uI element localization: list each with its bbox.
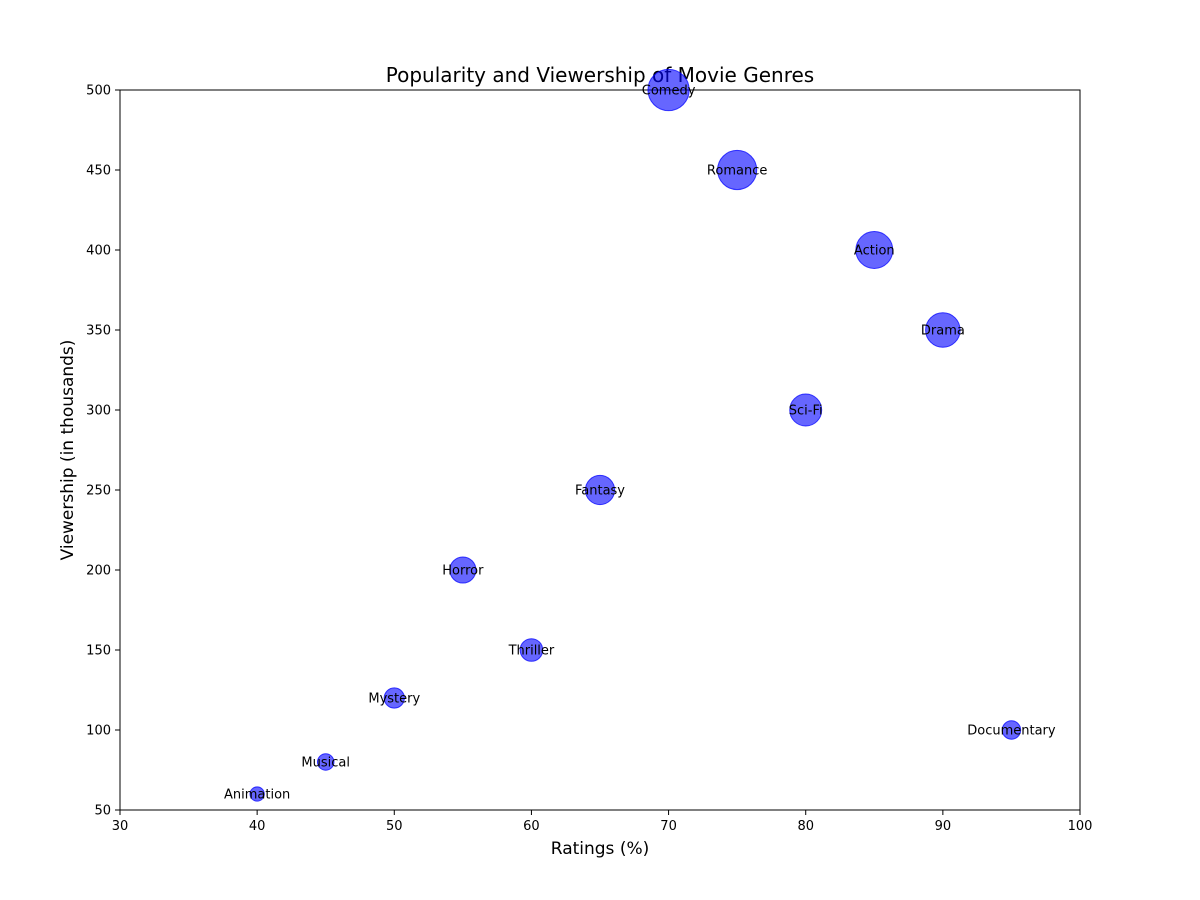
y-tick-label: 400 [86, 244, 111, 259]
y-axis-label: Viewership (in thousands) [58, 340, 78, 561]
y-tick-label: 250 [86, 484, 111, 499]
bubble-point [519, 638, 544, 662]
bubble-label: Comedy [642, 84, 696, 99]
y-tick-label: 500 [86, 84, 111, 99]
y-tick-label: 50 [94, 804, 111, 819]
chart-title: Popularity and Viewership of Movie Genre… [386, 63, 814, 87]
y-tick-label: 350 [86, 324, 111, 339]
y-tick-label: 300 [86, 404, 111, 419]
bubble-point [449, 556, 477, 584]
bubble-point [1001, 720, 1022, 740]
plot-frame [119, 89, 1081, 811]
bubble-label: Documentary [967, 724, 1056, 739]
bubble-point [383, 687, 405, 709]
x-tick-label: 100 [1068, 819, 1093, 834]
x-tick-label: 40 [249, 819, 266, 834]
bubble-label: Sci-Fi [789, 404, 823, 419]
x-axis-label: Ratings (%) [551, 839, 650, 859]
x-tick-label: 30 [112, 819, 129, 834]
y-tick-label: 450 [86, 164, 111, 179]
bubble-point [584, 474, 616, 506]
bubble-label: Romance [707, 164, 767, 179]
x-tick-label: 60 [523, 819, 540, 834]
labels-layer: Action Comedy Drama Horror Romance Sci-Fi Thri… [224, 84, 1056, 803]
x-axis-ticks: 30 40 50 60 70 80 90 100 [112, 810, 1093, 834]
bubble-label: Animation [224, 788, 290, 803]
bubble-label: Musical [301, 756, 350, 771]
bubble-label: Thriller [508, 644, 555, 659]
bubble-point [789, 393, 823, 427]
y-tick-label: 200 [86, 564, 111, 579]
bubble-label: Action [854, 244, 895, 259]
bubble-label: Fantasy [575, 484, 625, 499]
y-tick-label: 100 [86, 724, 111, 739]
bubble-label: Mystery [368, 692, 420, 707]
y-tick-label: 150 [86, 644, 111, 659]
y-axis-ticks: 50 100 150 200 250 300 350 400 450 500 [86, 84, 120, 819]
bubble-point [855, 231, 894, 269]
bubble-point [647, 68, 690, 112]
bubble-label: Drama [921, 324, 965, 339]
bubble-label: Horror [442, 564, 484, 579]
bubble-point [717, 149, 758, 191]
bubble-point [249, 786, 265, 802]
bubble-point [316, 753, 335, 771]
points-layer [249, 68, 1022, 802]
x-tick-label: 70 [660, 819, 677, 834]
x-tick-label: 90 [935, 819, 952, 834]
x-tick-label: 50 [386, 819, 403, 834]
bubble-point [925, 312, 961, 348]
x-tick-label: 80 [797, 819, 814, 834]
